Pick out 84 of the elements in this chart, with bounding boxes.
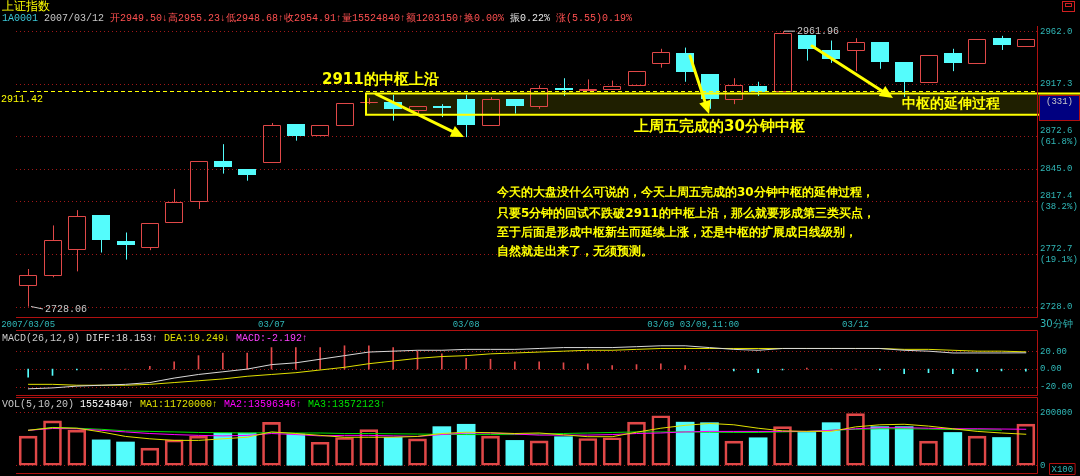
x-axis-title: 30分钟 bbox=[1040, 317, 1073, 329]
y-axis-title: X100 bbox=[1051, 464, 1074, 475]
annotation: 2728.06 bbox=[45, 303, 88, 315]
candlestick bbox=[847, 37, 865, 72]
y-tick-label: 2872.6 (61.8%) bbox=[1040, 126, 1078, 148]
candlestick bbox=[311, 125, 329, 136]
annotation: 中枢的延伸过程 bbox=[902, 94, 1000, 111]
bar bbox=[456, 423, 476, 466]
candlestick bbox=[482, 96, 500, 126]
text: MA2:13596346↑ bbox=[224, 399, 303, 410]
y-tick-label: 2817.4 (38.2%) bbox=[1040, 191, 1078, 213]
bar bbox=[432, 426, 452, 466]
chart-title: VOL(5,10,20) bbox=[2, 399, 75, 410]
annotation: 自然就走出来了，无须预测。 bbox=[497, 244, 653, 259]
candlestick bbox=[457, 94, 475, 138]
candlestick bbox=[263, 122, 281, 163]
annotation: 2911的中枢上沿 bbox=[322, 69, 439, 88]
series-label: MACD:-2.192↑ bbox=[236, 333, 309, 344]
y-tick-label: 2962.0 bbox=[1040, 26, 1073, 37]
y-tick-label: 2917.3 bbox=[1040, 79, 1073, 90]
bar bbox=[797, 432, 817, 466]
bar bbox=[505, 440, 525, 466]
candlestick bbox=[725, 77, 743, 105]
candlestick bbox=[603, 80, 621, 90]
candlestick bbox=[944, 48, 962, 72]
candlestick bbox=[993, 35, 1011, 51]
annotation: 2961.96 bbox=[797, 25, 840, 37]
y-tick-label: 2728.0 bbox=[1040, 302, 1073, 313]
y-tick-label: -20.00 bbox=[1040, 382, 1073, 393]
bar bbox=[286, 433, 306, 466]
x-tick-label: 03/09,11:00 bbox=[679, 319, 740, 330]
chart-title: 上证指数 bbox=[2, 0, 50, 13]
candlestick bbox=[165, 188, 183, 223]
bar bbox=[700, 422, 719, 466]
x-tick-label: 2007/03/05 bbox=[1, 319, 56, 330]
bar bbox=[894, 426, 914, 466]
bar bbox=[870, 426, 890, 466]
band-label: 上周五完成的30分钟中枢 bbox=[633, 116, 805, 135]
bar bbox=[116, 441, 135, 466]
text: DIFF:18.153↑ bbox=[86, 333, 159, 344]
y-tick-label: 20.00 bbox=[1040, 346, 1068, 357]
x-tick-label: 03/08 bbox=[452, 319, 480, 330]
candlestick bbox=[871, 42, 889, 70]
candlestick bbox=[336, 103, 354, 126]
y-tick-label: 0.00 bbox=[1040, 364, 1062, 375]
ref-line-label: 2911.42 bbox=[1, 94, 44, 106]
annotation: 至于后面是形成中枢新生而延续上涨，还是中枢的扩展成日线级别， bbox=[496, 225, 857, 240]
bar bbox=[943, 432, 963, 466]
text: DEA:19.249↓ bbox=[164, 333, 231, 344]
bar bbox=[554, 436, 573, 466]
candlestick bbox=[68, 209, 86, 272]
series-label: 15524840↑ bbox=[80, 399, 135, 410]
annotation: 只要5分钟的回试不跌破2911的中枢上沿，那么就要形成第三类买点， bbox=[496, 206, 875, 221]
chart-subtitle: 1A0001 2007/03/12 开2949.50↓高2955.23↓低2948.68↑收2954.91↑量15524840↑额1203150↑换0.00% 振0.22% 涨(5.55)0.19% bbox=[2, 13, 633, 24]
y-tick-label: 2772.7 (19.1%) bbox=[1040, 244, 1078, 265]
candlestick bbox=[628, 71, 646, 86]
candlestick bbox=[920, 55, 938, 83]
candlestick bbox=[238, 169, 256, 182]
candlestick bbox=[968, 39, 986, 64]
bar bbox=[383, 437, 403, 466]
bar bbox=[91, 439, 111, 466]
text: (331) bbox=[1039, 95, 1080, 121]
bar bbox=[821, 422, 841, 466]
x-tick-label: 03/12 bbox=[841, 319, 870, 330]
candlestick bbox=[798, 35, 816, 62]
candlestick bbox=[579, 78, 597, 91]
x-tick-label: 03/07 bbox=[257, 319, 286, 330]
candlestick bbox=[214, 143, 232, 175]
bar bbox=[992, 437, 1011, 466]
candlestick bbox=[117, 232, 135, 261]
bar bbox=[748, 437, 768, 466]
candlestick bbox=[506, 99, 524, 115]
chart-title: MACD(26,12,9) bbox=[2, 333, 81, 344]
y-tick-label: 200000 bbox=[1040, 407, 1073, 418]
candlestick bbox=[44, 224, 62, 278]
text: MA1:11720000↑ bbox=[140, 399, 219, 410]
annotation: 今天的大盘没什么可说的，今天上周五完成的30分钟中枢的延伸过程， bbox=[496, 185, 874, 200]
x-tick-label: 03/09 bbox=[647, 319, 675, 330]
candlestick bbox=[1017, 39, 1035, 47]
y-tick-label: 0 bbox=[1040, 460, 1046, 471]
text: MA3:13572123↑ bbox=[308, 399, 387, 410]
candlestick bbox=[92, 215, 110, 254]
y-tick-label: 2845.0 bbox=[1040, 164, 1073, 175]
candlestick bbox=[287, 124, 305, 142]
